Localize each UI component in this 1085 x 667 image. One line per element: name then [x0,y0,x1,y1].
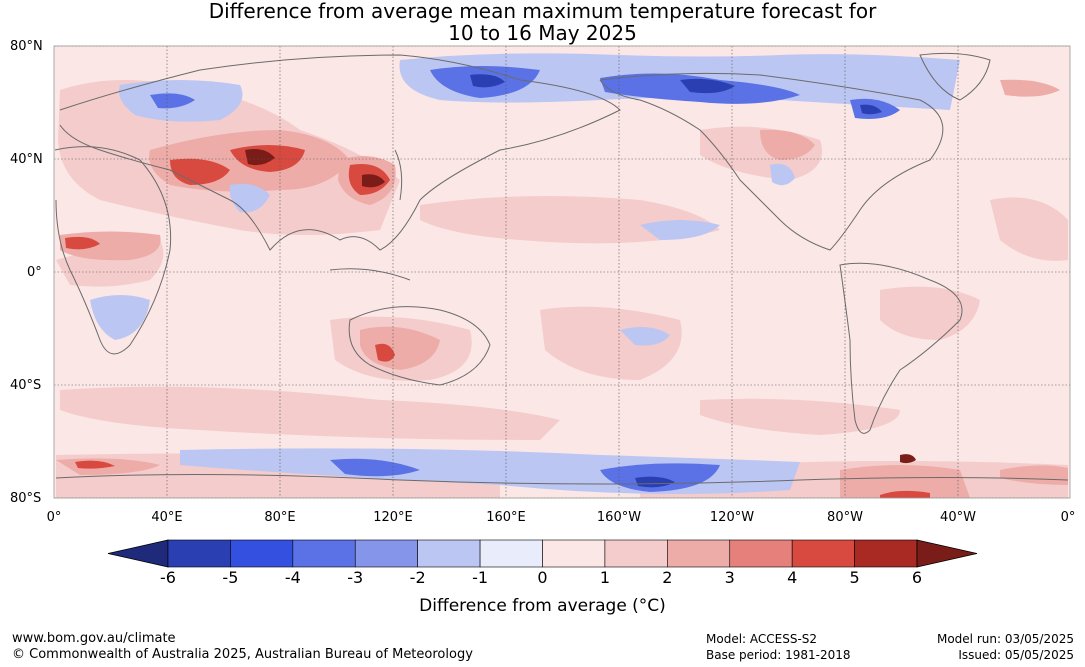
lon-label-160w: 160°W [596,510,642,525]
colorbar-box [230,539,294,568]
colorbar-box [604,539,668,568]
extreme-warm-regions [245,149,916,464]
lat-label-40n: 40°N [10,152,43,167]
colorbar-box [417,539,481,568]
colorbar [107,539,978,568]
colorbar-box [667,539,731,568]
colorbar-tick-label: 0 [537,568,548,587]
colorbar-tick-label: 1 [599,568,610,587]
lon-label-80e: 80°E [264,510,296,525]
colorbar-box [479,539,543,568]
strong-cool-regions [470,74,882,488]
colorbar-tick-label: -4 [284,568,301,587]
lon-label-0: 0° [46,510,62,525]
colorbar-box [791,539,855,568]
colorbar-tick-label: -3 [347,568,364,587]
footer-copyright: © Commonwealth of Australia 2025, Austra… [12,647,473,662]
footer-url: www.bom.gov.au/climate [12,631,176,646]
colorbar-tick-label: -2 [409,568,426,587]
colorbar-tick-label: -5 [222,568,239,587]
lon-label-40w: 40°W [940,510,976,525]
lon-label-120w: 120°W [709,510,755,525]
lon-label-0-right: 0° [1060,510,1076,525]
footer-issued: Issued: 05/05/2025 [958,648,1074,662]
lon-label-160e: 160°E [486,510,526,525]
colorbar-arrow-low [107,539,169,568]
lat-label-0: 0° [27,265,42,280]
anomaly-map [53,45,1071,499]
colorbar-box [167,539,231,568]
colorbar-box [354,539,418,568]
colorbar-tick-label: 4 [787,568,798,587]
colorbar-tick-label: 5 [849,568,860,587]
footer-model: Model: ACCESS-S2 [706,632,818,646]
lon-label-40e: 40°E [151,510,183,525]
footer-base-period: Base period: 1981-2018 [706,648,851,662]
map-title: Difference from average mean maximum tem… [0,0,1085,44]
colorbar-label: Difference from average (°C) [419,596,666,616]
title-line-1: Difference from average mean maximum tem… [208,0,877,23]
colorbar-tick-label: -6 [160,568,176,587]
lat-label-40s: 40°S [10,378,42,393]
colorbar-box [292,539,356,568]
colorbar-box [854,539,918,568]
colorbar-tick-label: -1 [472,568,489,587]
map-frame [53,45,1071,499]
lon-label-80w: 80°W [827,510,863,525]
lat-label-80n: 80°N [10,39,43,54]
colorbar-tick-label: 6 [911,568,923,587]
colorbar-box [729,539,793,568]
footer-model-run: Model run: 03/05/2025 [936,632,1074,646]
colorbar-tick-label: 2 [662,568,673,587]
lon-label-120e: 120°E [373,510,413,525]
colorbar-box [542,539,606,568]
title-line-2: 10 to 16 May 2025 [448,21,637,45]
coastlines [54,52,1069,485]
lat-label-80s: 80°S [10,491,42,506]
colorbar-arrow-high [916,539,978,568]
colorbar-tick-label: 3 [724,568,735,587]
